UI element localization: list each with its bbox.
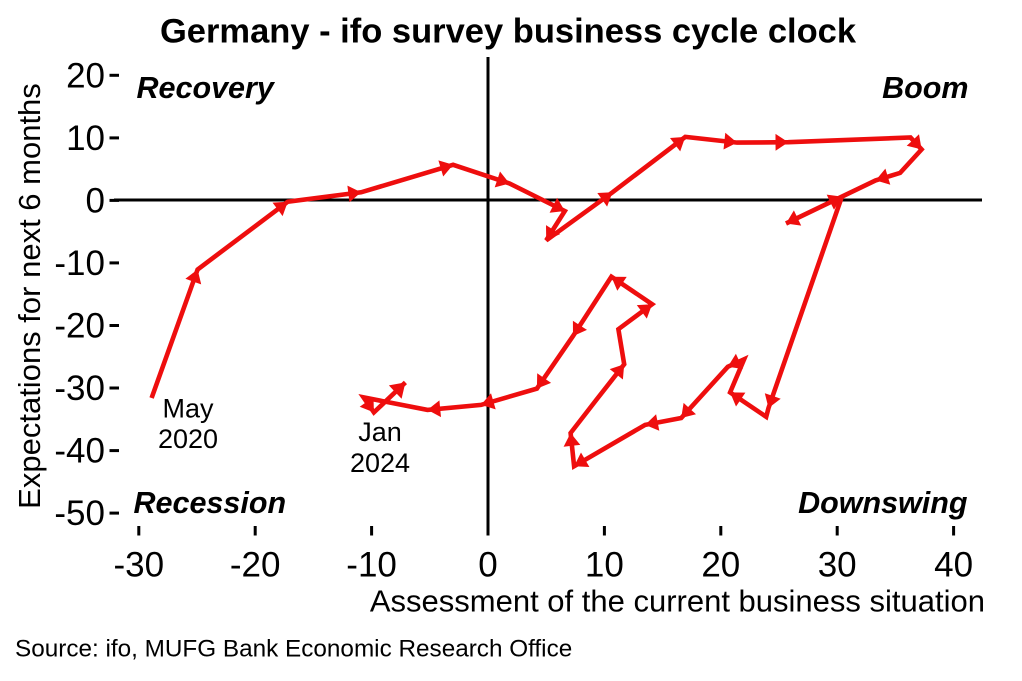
svg-text:Germany - ifo survey business: Germany - ifo survey business cycle cloc… — [160, 12, 857, 50]
svg-text:0: 0 — [86, 182, 105, 221]
svg-text:-50: -50 — [54, 494, 105, 533]
svg-text:May: May — [162, 394, 214, 424]
svg-text:-40: -40 — [54, 432, 105, 471]
svg-text:Assessment of the current busi: Assessment of the current business situa… — [370, 584, 985, 619]
svg-text:Recession: Recession — [134, 486, 287, 520]
svg-text:20: 20 — [701, 546, 740, 585]
svg-text:Downswing: Downswing — [798, 486, 968, 520]
svg-text:-10: -10 — [54, 244, 105, 283]
svg-text:-20: -20 — [54, 307, 105, 346]
svg-text:Recovery: Recovery — [137, 71, 276, 105]
svg-text:2020: 2020 — [158, 424, 218, 454]
svg-text:-10: -10 — [346, 546, 397, 585]
svg-text:Jan: Jan — [358, 417, 402, 447]
svg-text:2024: 2024 — [350, 448, 410, 478]
svg-text:Source: ifo, MUFG Bank Economi: Source: ifo, MUFG Bank Economic Research… — [15, 636, 572, 663]
svg-text:Expectations for next 6 months: Expectations for next 6 months — [12, 83, 47, 509]
svg-text:Boom: Boom — [882, 71, 968, 105]
svg-text:20: 20 — [66, 56, 105, 95]
svg-text:-30: -30 — [114, 546, 165, 585]
svg-text:10: 10 — [585, 546, 624, 585]
svg-text:-30: -30 — [54, 369, 105, 408]
svg-text:10: 10 — [66, 119, 105, 158]
svg-text:40: 40 — [934, 546, 973, 585]
svg-text:30: 30 — [818, 546, 857, 585]
svg-text:0: 0 — [478, 546, 497, 585]
svg-text:-20: -20 — [230, 546, 281, 585]
